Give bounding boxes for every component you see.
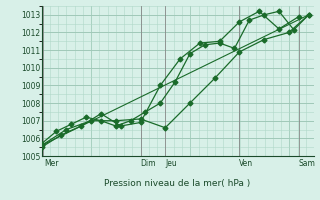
Text: Dim: Dim <box>140 159 156 168</box>
Text: Ven: Ven <box>239 159 253 168</box>
Text: Jeu: Jeu <box>165 159 177 168</box>
Text: Mer: Mer <box>44 159 59 168</box>
Text: Pression niveau de la mer( hPa ): Pression niveau de la mer( hPa ) <box>104 179 251 188</box>
Text: Sam: Sam <box>299 159 316 168</box>
